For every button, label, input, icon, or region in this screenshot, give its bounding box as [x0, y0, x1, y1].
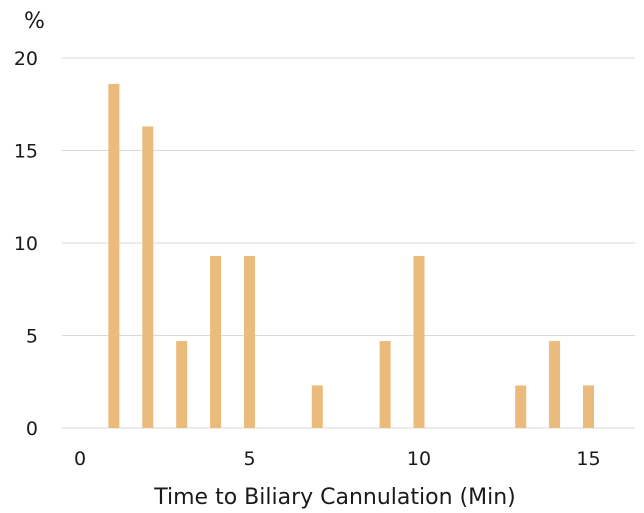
x-tick-label: 5	[243, 448, 255, 470]
bar-x-14	[549, 341, 561, 428]
bar-x-9	[379, 341, 391, 428]
y-tick-label: 0	[26, 418, 38, 440]
bar-x-13	[515, 385, 527, 428]
bar-x-7	[311, 385, 323, 428]
y-tick-label: 10	[14, 233, 38, 255]
gridlines	[62, 57, 635, 429]
bar-x-10	[413, 255, 425, 428]
bar-x-1	[108, 83, 120, 429]
y-axis-ticks: 0 5 10 15 20	[14, 48, 38, 440]
bar-x-3	[176, 341, 188, 428]
x-tick-label: 0	[74, 448, 86, 470]
y-tick-label: 15	[14, 141, 38, 163]
y-tick-label: 20	[14, 48, 38, 70]
bar-x-5	[244, 255, 255, 428]
x-tick-label: 10	[407, 448, 431, 470]
y-tick-label: 5	[26, 326, 38, 348]
x-axis-ticks: 0 5 10 15	[74, 448, 601, 470]
bar-x-15	[583, 385, 594, 428]
x-tick-label: 15	[576, 448, 600, 470]
x-axis-title: Time to Biliary Cannulation (Min)	[153, 485, 516, 510]
y-axis-unit-label: %	[24, 9, 45, 34]
bar-series	[108, 83, 594, 429]
bar-x-2	[142, 126, 154, 428]
bar-x-4	[210, 255, 222, 428]
